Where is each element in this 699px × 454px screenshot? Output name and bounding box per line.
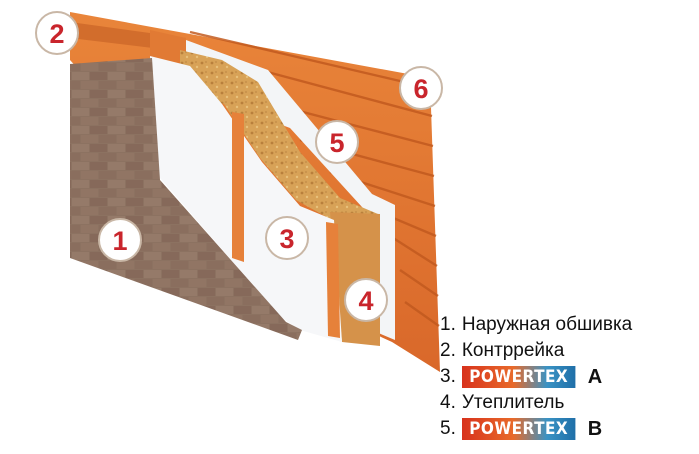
callout-2-label: 2 [49, 19, 64, 49]
legend-item-3: 3. POWERTEX A [440, 364, 698, 390]
callout-3: 3 [265, 216, 309, 260]
callout-3-label: 3 [279, 224, 294, 254]
legend-item-3-number: 3. [440, 366, 456, 387]
layer-1-brick-wall [70, 58, 302, 340]
legend-item-1: 1. Наружная обшивка [440, 312, 698, 338]
legend-item-1-text: Наружная обшивка [461, 314, 633, 335]
legend-item-4-text: Утеплитель [461, 392, 565, 413]
legend-item-2: 2. Контррейка [440, 338, 698, 364]
legend-item-1-number: 1. [440, 314, 456, 335]
layer-3-membrane [150, 56, 342, 342]
legend-item-2-number: 2. [440, 340, 456, 361]
counter-rail [232, 112, 340, 338]
legend-item-5: 5. POWERTEX B [440, 416, 698, 442]
legend-item-5-variant: B [587, 417, 603, 440]
powertex-logo: POWERTEX [461, 418, 576, 440]
legend-item-4-number: 4. [440, 392, 456, 413]
callout-5: 5 [315, 120, 359, 164]
powertex-logo: POWERTEX [461, 366, 576, 388]
legend-item-3-variant: A [587, 365, 603, 388]
legend-item-2-text: Контррейка [461, 340, 565, 361]
callout-4: 4 [344, 278, 388, 322]
callout-2: 2 [35, 11, 79, 55]
legend-item-5-number: 5. [440, 418, 456, 439]
callout-5-label: 5 [329, 128, 344, 158]
callout-6: 6 [399, 66, 443, 110]
callout-4-label: 4 [358, 286, 373, 316]
legend: 1. Наружная обшивка 2. Контррейка 3. POW… [440, 312, 698, 442]
callout-1-label: 1 [112, 226, 127, 256]
callout-6-label: 6 [413, 74, 428, 104]
callout-1: 1 [98, 218, 142, 262]
legend-item-4: 4. Утеплитель [440, 390, 698, 416]
